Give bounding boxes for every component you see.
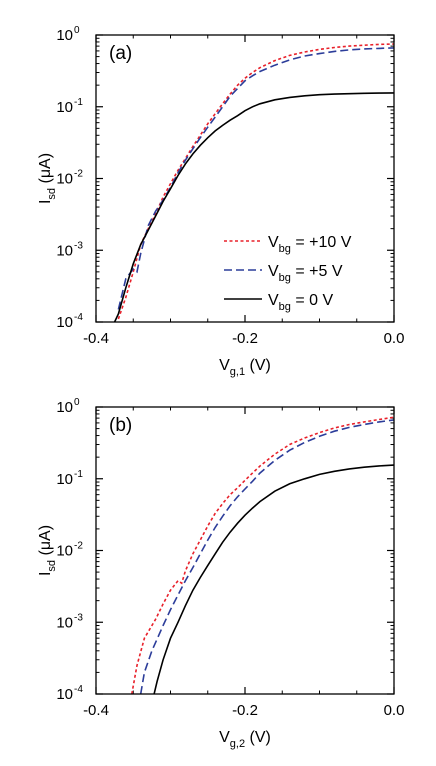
series-line-2	[117, 47, 394, 310]
y-axis-label-unit: (μA)	[37, 153, 54, 188]
panel-label: (b)	[109, 415, 132, 436]
y-tick-label: 10	[56, 543, 73, 560]
legend-label-1: Vbg = +10 V	[268, 234, 352, 255]
axes-frame	[95, 406, 395, 695]
x-axis-label: Vg,2 (V)	[219, 729, 271, 750]
series-line-1	[131, 416, 394, 694]
x-tick-label: -0.2	[232, 702, 258, 719]
y-tick-base: 10	[56, 471, 73, 488]
y-tick-base: 10	[56, 543, 73, 560]
panel-label: (a)	[109, 43, 132, 64]
y-axis-label-unit: (μA)	[37, 525, 54, 560]
y-tick-base: 10	[56, 314, 73, 331]
y-tick-label: 10	[56, 686, 73, 703]
x-axis-label-unit: (V)	[245, 357, 271, 374]
y-tick-label: 10	[56, 27, 73, 44]
y-tick-label: 10	[56, 99, 73, 116]
y-tick-exponent: -3	[74, 240, 83, 251]
x-tick-label: 0.0	[384, 330, 405, 347]
y-axis-label-sub: sd	[46, 188, 58, 200]
y-tick-label: 10	[56, 471, 73, 488]
y-tick-base: 10	[56, 614, 73, 631]
y-tick-label: 10	[56, 314, 73, 331]
y-axis-label-sub: sd	[46, 560, 58, 572]
y-tick-label: 10	[56, 614, 73, 631]
x-tick-label: -0.2	[232, 330, 258, 347]
legend-label-value: = +5 V	[291, 263, 343, 280]
x-axis-label-main: V	[219, 729, 230, 746]
legend-label-main: V	[268, 292, 279, 309]
series-line-3	[153, 464, 394, 694]
y-tick-exponent: -2	[74, 169, 83, 180]
y-tick-base: 10	[56, 171, 73, 188]
legend-label-sub: bg	[279, 301, 291, 313]
y-tick-base: 10	[56, 686, 73, 703]
y-tick-exponent: 0	[74, 25, 80, 36]
legend-label-value: = 0 V	[291, 292, 334, 309]
y-tick-base: 10	[56, 99, 73, 116]
series-lines	[131, 416, 394, 694]
y-tick-exponent: 0	[74, 397, 80, 408]
series-line-3	[113, 92, 394, 322]
series-lines	[113, 43, 394, 322]
y-axis-label: Isd (μA)	[37, 153, 58, 204]
y-tick-exponent: -4	[74, 684, 83, 695]
y-tick-base: 10	[56, 242, 73, 259]
x-tick-label: -0.4	[83, 330, 109, 347]
y-tick-base: 10	[56, 399, 73, 416]
x-axis-label: Vg,1 (V)	[219, 357, 271, 378]
series-line-1	[117, 43, 394, 320]
x-tick-label: -0.4	[83, 702, 109, 719]
legend-label-main: V	[268, 263, 279, 280]
y-tick-exponent: -1	[74, 97, 83, 108]
series-line-2	[139, 419, 394, 694]
y-axis-label-main: I	[37, 200, 54, 204]
axes-frame	[95, 34, 395, 323]
legend-label-value: = +10 V	[291, 234, 352, 251]
x-axis-label-sub: g,2	[230, 738, 245, 750]
x-axis-label-main: V	[219, 357, 230, 374]
x-tick-label: 0.0	[384, 702, 405, 719]
y-tick-label: 10	[56, 242, 73, 259]
y-axis-label: Isd (μA)	[37, 525, 58, 576]
legend-label-3: Vbg = 0 V	[268, 292, 334, 313]
y-tick-exponent: -4	[74, 312, 83, 323]
legend-label-2: Vbg = +5 V	[268, 263, 343, 284]
y-tick-exponent: -2	[74, 541, 83, 552]
legend-label-main: V	[268, 234, 279, 251]
x-axis-label-sub: g,1	[230, 366, 245, 378]
legend-label-sub: bg	[279, 272, 291, 284]
y-tick-label: 10	[56, 171, 73, 188]
y-tick-exponent: -1	[74, 469, 83, 480]
y-axis-label-main: I	[37, 572, 54, 576]
legend-label-sub: bg	[279, 243, 291, 255]
y-tick-base: 10	[56, 27, 73, 44]
y-tick-label: 10	[56, 399, 73, 416]
x-axis-label-unit: (V)	[245, 729, 271, 746]
y-tick-exponent: -3	[74, 612, 83, 623]
